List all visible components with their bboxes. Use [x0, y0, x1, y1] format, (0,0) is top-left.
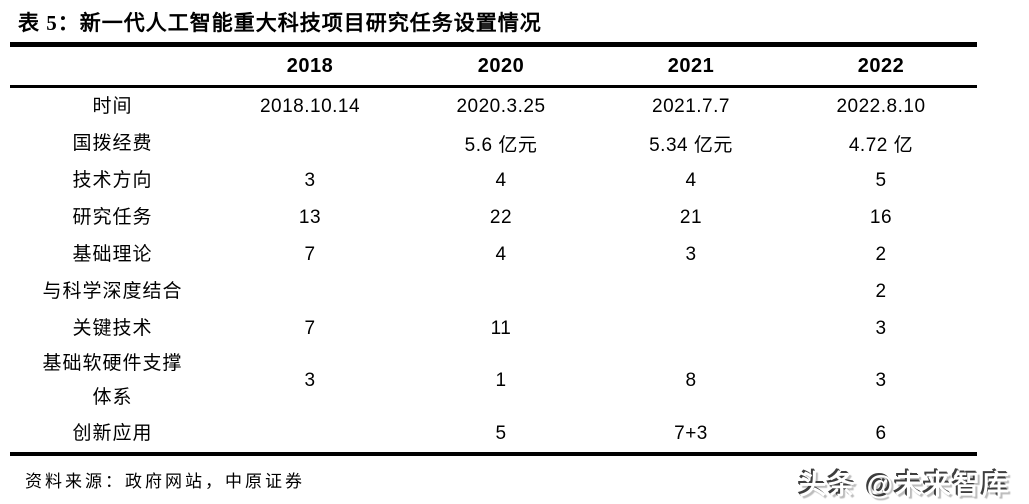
row-value: 3: [304, 169, 316, 191]
row-value: 13: [298, 206, 322, 228]
row-value: 21: [679, 206, 703, 228]
row-value: 2021.7.7: [652, 95, 730, 117]
table-row: 基础理论 7 4 3 2: [0, 236, 1029, 273]
bottom-rule: [10, 452, 977, 456]
row-value: 7+3: [674, 422, 708, 444]
row-value: [597, 310, 785, 347]
row-value: 2018.10.14: [259, 95, 361, 117]
row-label: 时间: [92, 95, 133, 117]
row-value: 4: [495, 243, 507, 265]
row-value: 4: [685, 169, 697, 191]
table-header-row: 2018 2020 2021 2022: [0, 47, 1029, 85]
table-footer: 资料来源：政府网站，中原证券 头条 @未来智库: [0, 456, 1029, 502]
row-value: 5: [495, 422, 507, 444]
table-row: 研究任务 13 22 21 16: [0, 199, 1029, 236]
row-value: 2020.3.25: [456, 95, 546, 117]
row-value: 7: [304, 317, 316, 339]
row-value: [215, 273, 405, 310]
table-body: 时间 2018.10.14 2020.3.25 2021.7.7 2022.8.10 国拨…: [0, 88, 1029, 452]
row-label: 国拨经费: [72, 132, 153, 154]
row-value: 2: [875, 280, 887, 302]
row-label: 与科学深度结合: [42, 280, 183, 302]
row-value: [597, 273, 785, 310]
header-cell-2018: 2018: [286, 54, 334, 77]
source-note: 资料来源：政府网站，中原证券: [25, 472, 305, 491]
row-label: 基础软硬件支撑 体系: [42, 353, 183, 408]
row-value: 2: [875, 243, 887, 265]
row-value: 3: [875, 317, 887, 339]
row-value: 8: [685, 370, 697, 391]
table-row: 国拨经费 5.6 亿元 5.34 亿元 4.72 亿: [0, 125, 1029, 162]
header-cell-2022: 2022: [857, 54, 905, 77]
row-label: 关键技术: [72, 317, 153, 339]
row-value: 4: [495, 169, 507, 191]
table-row: 创新应用 5 7+3 6: [0, 415, 1029, 452]
row-value: 11: [490, 317, 512, 339]
row-value: [405, 273, 597, 310]
row-value: 5.6 亿元: [464, 135, 538, 156]
row-value: 3: [304, 370, 316, 391]
row-value: 2022.8.10: [836, 95, 926, 117]
row-value: 4.72 亿: [848, 135, 914, 156]
row-label: 创新应用: [72, 422, 153, 444]
table-row: 技术方向 3 4 4 5: [0, 162, 1029, 199]
table-row: 关键技术 7 11 3: [0, 310, 1029, 347]
header-cell-2021: 2021: [667, 54, 715, 77]
header-cell-2020: 2020: [477, 54, 525, 77]
title-rule: [10, 42, 977, 47]
row-label: 基础理论: [72, 243, 153, 265]
row-value: 6: [875, 422, 887, 444]
row-value: 1: [495, 370, 507, 391]
row-value: 7: [304, 243, 316, 265]
row-value: 22: [489, 206, 513, 228]
row-value: 3: [875, 370, 887, 391]
row-label: 研究任务: [72, 206, 153, 228]
row-value: [215, 415, 405, 452]
row-value: 5: [875, 169, 887, 191]
row-value: 5.34 亿元: [649, 135, 733, 156]
row-value: 3: [685, 243, 697, 265]
header-rule: [10, 85, 977, 88]
table-row: 与科学深度结合 2: [0, 273, 1029, 310]
table-title: 表 5：新一代人工智能重大科技项目研究任务设置情况: [18, 11, 542, 35]
row-value: 16: [869, 206, 893, 228]
watermark: 头条 @未来智库: [799, 470, 1011, 500]
header-cell-blank: [10, 47, 215, 85]
row-label: 技术方向: [72, 169, 153, 191]
table-row: 基础软硬件支撑 体系 3 1 8 3: [0, 347, 1029, 415]
table-row: 时间 2018.10.14 2020.3.25 2021.7.7 2022.8.10: [0, 88, 1029, 125]
row-value: [215, 125, 405, 162]
